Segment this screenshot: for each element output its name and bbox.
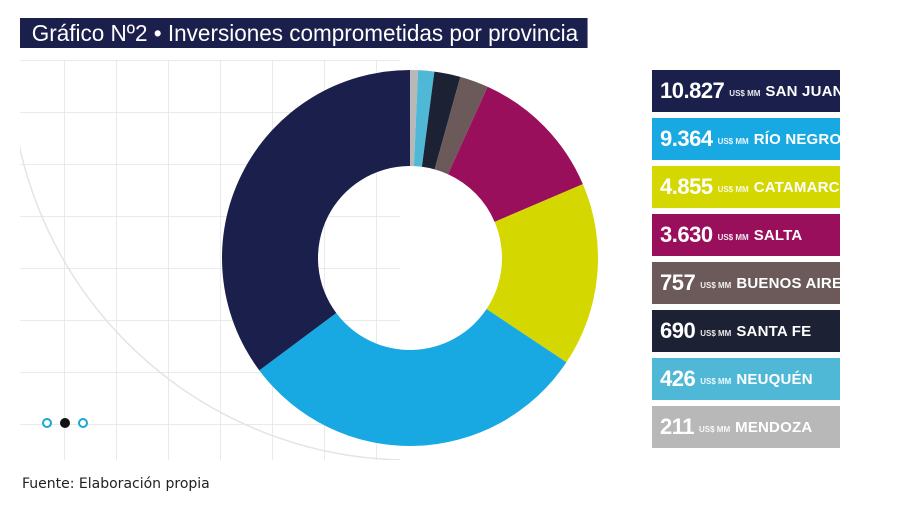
legend-item: 426 US$ MM NEUQUÉN (652, 358, 840, 400)
chart-title: Gráfico Nº2 • Inversiones comprometidas … (20, 18, 588, 48)
legend-unit: US$ MM (700, 280, 732, 290)
legend-unit: US$ MM (717, 184, 749, 194)
legend-unit: US$ MM (717, 232, 749, 242)
legend-value: 757 (660, 270, 696, 295)
legend-province: SALTA (753, 226, 803, 244)
carousel-pagination (42, 418, 88, 428)
legend-unit: US$ MM (699, 424, 731, 434)
donut-slice-neuquén (413, 70, 435, 167)
legend-item: 757 US$ MM BUENOS AIRES (652, 262, 840, 304)
legend-unit: US$ MM (700, 376, 732, 386)
legend-value: 10.827 (660, 78, 725, 103)
legend-province: BUENOS AIRES (736, 274, 840, 292)
chart-legend: 10.827 US$ MM SAN JUAN 9.364 US$ MM RÍO NEGRO… (652, 70, 840, 454)
legend-item: 690 US$ MM SANTA FE (652, 310, 840, 352)
source-note: Fuente: Elaboración propia (22, 476, 210, 492)
pagination-dot-1[interactable] (42, 418, 52, 428)
legend-value: 9.364 (660, 126, 713, 151)
donut-slice-buenos-aires (434, 76, 488, 175)
legend-province: MENDOZA (735, 418, 813, 436)
legend-province: SANTA FE (736, 322, 812, 340)
donut-slice-santa-fe (421, 71, 461, 170)
pagination-dot-3[interactable] (78, 418, 88, 428)
legend-item: 10.827 US$ MM SAN JUAN (652, 70, 840, 112)
legend-unit: US$ MM (700, 328, 732, 338)
legend-item: 3.630 US$ MM SALTA (652, 214, 840, 256)
legend-province: CATAMARCA (753, 178, 840, 196)
donut-slice-mendoza (410, 70, 419, 167)
legend-province: RÍO NEGRO (753, 130, 840, 148)
donut-slice-salta (447, 86, 583, 222)
legend-item: 211 US$ MM MENDOZA (652, 406, 840, 448)
legend-value: 3.630 (660, 222, 713, 247)
legend-province: NEUQUÉN (736, 370, 813, 388)
legend-value: 426 (660, 366, 696, 391)
pagination-dot-2-active[interactable] (60, 418, 70, 428)
donut-slice-san-juan (221, 70, 410, 371)
legend-value: 690 (660, 318, 696, 343)
legend-value: 211 (660, 414, 695, 439)
legend-unit: US$ MM (729, 88, 761, 98)
donut-slice-catamarca (486, 184, 598, 363)
legend-province: SAN JUAN (765, 82, 840, 100)
legend-value: 4.855 (660, 174, 713, 199)
legend-unit: US$ MM (717, 136, 749, 146)
legend-item: 9.364 US$ MM RÍO NEGRO (652, 118, 840, 160)
donut-slice-río-negro (259, 309, 567, 447)
legend-item: 4.855 US$ MM CATAMARCA (652, 166, 840, 208)
